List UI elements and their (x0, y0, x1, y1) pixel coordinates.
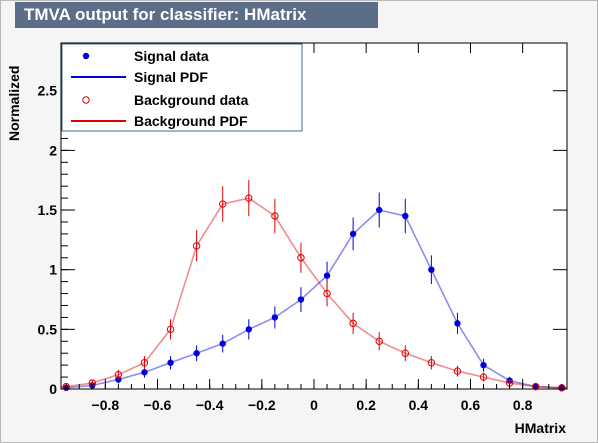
data-point (297, 254, 305, 262)
data-point (480, 361, 487, 369)
data-point (245, 326, 252, 333)
x-tick-label: −0.8 (92, 397, 120, 413)
data-point (141, 369, 148, 376)
data-point (349, 230, 357, 238)
y-axis-label: Normalized (6, 66, 22, 141)
data-point (376, 206, 383, 214)
data-point (166, 325, 175, 334)
data-point (167, 359, 174, 366)
y-tick-label: 0.5 (38, 321, 58, 337)
x-tick-label: 0.8 (513, 397, 533, 413)
data-point (375, 337, 383, 345)
series-line (61, 197, 567, 389)
data-point (427, 359, 436, 367)
y-tick-label: 0 (49, 381, 57, 397)
x-tick-label: 0.4 (409, 397, 429, 413)
series-layer (61, 179, 567, 392)
data-point (479, 373, 488, 381)
data-point (453, 367, 462, 375)
x-tick-label: −0.4 (196, 397, 224, 413)
data-point (401, 349, 409, 357)
legend-signal-pdf-label: Signal PDF (134, 69, 208, 85)
data-point (402, 212, 409, 220)
data-point (532, 382, 540, 391)
data-point (349, 319, 357, 328)
series-background-pdf (61, 197, 567, 389)
data-point (454, 320, 461, 327)
legend-signal-data-marker (82, 52, 90, 60)
axis-layer: −0.8 −0.6 −0.4 −0.2 0 0.2 0.4 0.6 0.8 0 0.5 1 1.5 2 2.… (38, 43, 567, 413)
data-point (219, 200, 227, 208)
legend-signal-data-label: Signal data (134, 48, 209, 64)
x-tick-label: 0.6 (461, 397, 481, 413)
series-line (61, 209, 567, 389)
data-point (192, 242, 201, 250)
x-tick-label: −0.2 (248, 397, 276, 413)
data-point (114, 370, 123, 379)
data-point (62, 382, 70, 391)
data-point (428, 266, 435, 273)
data-point (193, 350, 200, 357)
legend-background-data-marker (82, 96, 90, 104)
y-tick-label: 2.5 (38, 83, 58, 99)
x-tick-label: 0 (310, 397, 318, 413)
data-point (271, 314, 279, 321)
data-point (271, 212, 279, 220)
data-point (219, 340, 226, 347)
chart-title: TMVA output for classifier: HMatrix (15, 2, 378, 28)
x-tick-label: −0.6 (144, 397, 172, 413)
data-point (245, 194, 253, 202)
legend-box (61, 43, 303, 132)
data-point (297, 296, 305, 303)
data-point (323, 272, 331, 279)
y-tick-label: 2 (49, 142, 57, 158)
legend-background-data-label: Background data (134, 92, 249, 108)
series-signal-pdf (61, 209, 567, 389)
y-tick-label: 1 (49, 262, 57, 278)
x-axis-label: HMatrix (515, 420, 567, 436)
y-tick-label: 1.5 (38, 202, 58, 218)
legend-background-pdf-label: Background PDF (134, 113, 248, 129)
x-tick-label: 0.2 (356, 397, 376, 413)
data-point (323, 289, 331, 298)
data-point (140, 359, 149, 367)
series-background-data (62, 179, 566, 392)
legend: Signal data Signal PDF Background data B… (61, 43, 303, 132)
